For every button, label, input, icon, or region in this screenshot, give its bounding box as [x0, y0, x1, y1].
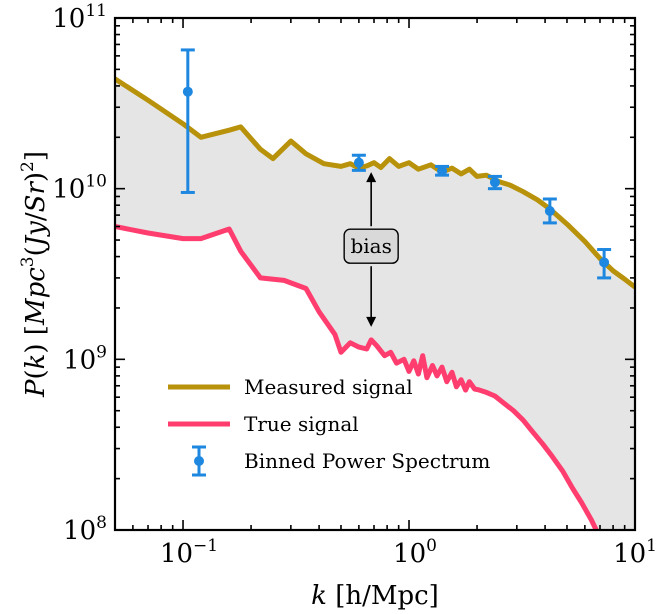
legend-item-binned-power-spectrum: Binned Power Spectrum — [192, 445, 490, 477]
legend-label: Binned Power Spectrum — [244, 449, 490, 473]
legend-label: True signal — [244, 412, 359, 436]
bias-label: bias — [350, 234, 391, 258]
binned-point-4 — [487, 174, 502, 191]
binned-point-3 — [435, 164, 450, 177]
binned-point-5 — [542, 197, 557, 225]
x-tick-label: 10−1 — [160, 536, 218, 569]
bias-arrow-head-down — [366, 316, 377, 327]
binned-point-6 — [597, 248, 612, 280]
binned-marker — [599, 257, 610, 268]
bias-annotation: bias — [343, 172, 399, 327]
y-tick-label: 1011 — [52, 1, 107, 34]
y-tick-label: 1010 — [52, 172, 107, 205]
binned-point-2 — [351, 153, 366, 172]
y-axis-label: P(k) [Mpc3(Jy/Sr)2] — [18, 151, 51, 398]
bias-arrow-head-up — [366, 172, 377, 183]
bias-shaded-region — [115, 78, 635, 530]
bias-label-box — [343, 228, 399, 264]
binned-point-1 — [180, 48, 195, 194]
binned-marker — [182, 86, 193, 97]
y-tick-label: 109 — [63, 342, 107, 375]
legend-item-measured-signal: Measured signal — [168, 375, 413, 399]
x-tick-label: 101 — [613, 536, 657, 569]
y-tick-label: 108 — [63, 513, 107, 546]
binned-marker — [544, 205, 555, 216]
x-tick-label: 100 — [393, 536, 437, 569]
binned-marker — [353, 157, 364, 168]
x-axis-label: k [h/Mpc] — [311, 581, 439, 611]
plot-frame — [113, 16, 637, 532]
binned-marker — [437, 165, 448, 176]
true-signal-line — [115, 224, 600, 530]
legend-item-true-signal: True signal — [168, 412, 359, 436]
binned-marker — [489, 177, 500, 188]
legend-label: Measured signal — [244, 375, 413, 399]
measured-signal-line — [115, 76, 635, 290]
